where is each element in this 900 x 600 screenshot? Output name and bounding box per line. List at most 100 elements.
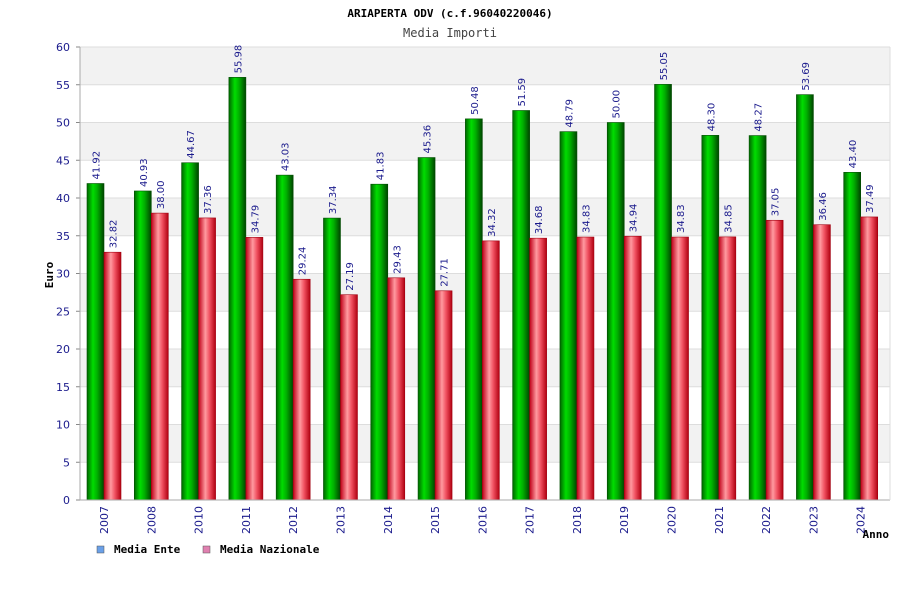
bar-media-nazionale — [765, 219, 784, 501]
x-tick-labels: 2007 2008 2010 2011 2012 2013 2014 2015 2016 2017… — [98, 506, 868, 534]
bar-media-ente — [843, 172, 862, 501]
value-label: 37.34 — [328, 185, 339, 214]
value-label: 34.94 — [629, 204, 640, 233]
value-label: 34.68 — [534, 206, 545, 235]
value-label: 34.83 — [676, 204, 687, 233]
bar-media-nazionale — [198, 217, 216, 501]
bar-media-ente — [748, 135, 767, 501]
legend-swatch-media-nazionale — [202, 545, 211, 554]
value-label: 45.36 — [423, 125, 434, 154]
y-tick-label: 15 — [56, 381, 70, 394]
legend-swatch-media-ente — [96, 545, 105, 554]
x-tick-label: 2011 — [240, 506, 253, 534]
x-tick-label: 2019 — [618, 506, 631, 534]
bar-media-ente — [465, 118, 483, 501]
value-label: 27.19 — [345, 262, 356, 291]
value-label: 37.36 — [203, 185, 214, 214]
bar-media-nazionale — [576, 236, 595, 501]
value-label: 41.92 — [92, 151, 103, 180]
x-axis-label: Anno — [863, 528, 890, 541]
bar-media-ente — [796, 94, 814, 501]
bar-media-nazionale — [387, 277, 406, 501]
value-label: 38.00 — [156, 180, 167, 209]
chart-subtitle: Media Importi — [403, 26, 497, 40]
chart-title: ARIAPERTA ODV (c.f.96040220046) — [347, 7, 552, 20]
grid-band — [80, 122, 890, 161]
y-tick-labels: 0 5 10 15 20 25 30 35 40 45 50 55 60 — [56, 41, 70, 507]
value-label: 29.43 — [392, 245, 403, 274]
value-label: 50.00 — [612, 90, 623, 119]
y-tick-label: 45 — [56, 154, 70, 167]
value-label: 55.05 — [659, 52, 670, 81]
y-tick-label: 50 — [56, 117, 70, 130]
value-label: 37.49 — [865, 184, 876, 213]
bar-media-nazionale — [292, 278, 311, 501]
x-tick-label: 2020 — [666, 506, 679, 534]
y-tick-label: 25 — [56, 305, 70, 318]
bar-media-ente — [654, 84, 672, 501]
bar-media-nazionale — [482, 240, 500, 501]
bar-media-ente — [133, 190, 152, 501]
x-tick-label: 2017 — [524, 506, 537, 534]
value-label: 43.40 — [848, 140, 859, 169]
value-label: 34.83 — [581, 204, 592, 233]
x-tick-label: 2018 — [571, 506, 584, 534]
bar-media-ente — [86, 183, 105, 501]
y-tick-label: 60 — [56, 41, 70, 54]
value-label: 37.05 — [771, 188, 782, 217]
legend-label-media-nazionale: Media Nazionale — [220, 543, 320, 556]
y-tick-label: 5 — [63, 456, 70, 469]
value-label: 29.24 — [298, 247, 309, 276]
bar-media-ente — [417, 157, 436, 501]
y-tick-label: 55 — [56, 79, 70, 92]
grid-band — [80, 47, 890, 85]
legend-label-media-ente: Media Ente — [114, 543, 181, 556]
bar-media-nazionale — [150, 212, 169, 501]
x-tick-label: 2013 — [334, 506, 347, 534]
y-tick-label: 40 — [56, 192, 70, 205]
bar-media-ente — [323, 217, 341, 501]
y-tick-label: 10 — [56, 419, 70, 432]
x-tick-label: 2010 — [193, 506, 206, 534]
value-label: 34.32 — [487, 208, 498, 237]
value-label: 50.48 — [470, 86, 481, 115]
bar-media-nazionale — [671, 236, 689, 501]
value-label: 48.79 — [564, 99, 575, 128]
bar-media-nazionale — [623, 235, 642, 501]
value-label: 40.93 — [139, 158, 150, 187]
bar-media-ente — [701, 135, 720, 501]
x-tick-label: 2023 — [807, 506, 820, 534]
bar-media-ente — [559, 131, 578, 501]
value-label: 44.67 — [186, 130, 197, 159]
value-label: 27.71 — [440, 258, 451, 287]
bar-media-ente — [275, 174, 294, 501]
bar-media-nazionale — [813, 224, 831, 501]
bar-media-ente — [181, 162, 199, 501]
value-label: 34.79 — [250, 205, 261, 234]
bar-media-ente — [370, 183, 389, 501]
x-tick-label: 2016 — [476, 506, 489, 534]
value-label: 36.46 — [818, 192, 829, 221]
bar-media-nazionale — [718, 236, 737, 501]
bar-media-nazionale — [103, 251, 122, 501]
value-label: 48.27 — [754, 103, 765, 132]
bar-media-nazionale — [529, 237, 547, 501]
x-tick-label: 2012 — [287, 506, 300, 534]
bar-media-ente — [228, 77, 247, 501]
bar-media-ente — [512, 110, 530, 501]
value-labels: 41.92 32.82 40.93 38.00 44.67 37.36 55.98 34.79… — [92, 45, 877, 291]
value-label: 53.69 — [801, 62, 812, 91]
value-label: 55.98 — [233, 45, 244, 74]
value-label: 34.85 — [723, 204, 734, 233]
y-axis-label: Euro — [43, 261, 56, 288]
bar-media-nazionale — [340, 294, 358, 501]
x-tick-label: 2014 — [382, 506, 395, 534]
bars — [86, 77, 879, 501]
value-label: 43.03 — [281, 142, 292, 171]
x-tick-label: 2007 — [98, 506, 111, 534]
x-tick-label: 2022 — [760, 506, 773, 534]
y-tick-label: 0 — [63, 494, 70, 507]
y-tick-label: 30 — [56, 268, 70, 281]
legend: Media Ente Media Nazionale — [96, 543, 320, 556]
